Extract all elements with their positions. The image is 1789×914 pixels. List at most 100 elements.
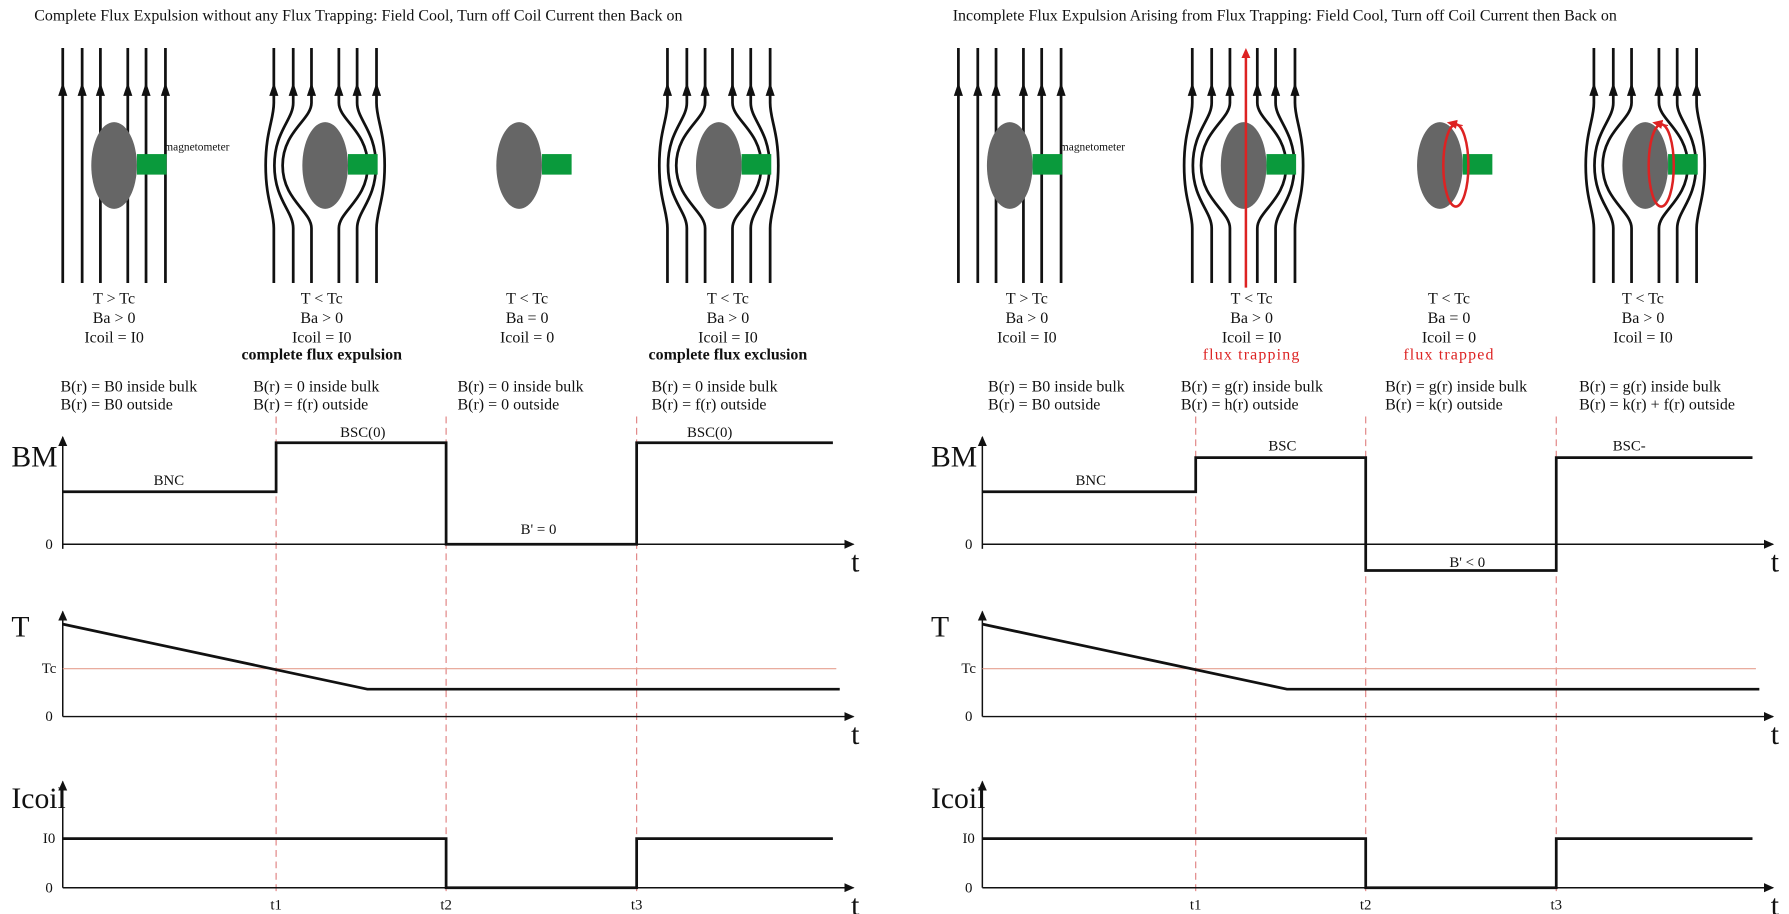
state-condition: Icoil = 0 bbox=[500, 329, 554, 346]
magnetometer bbox=[541, 154, 572, 175]
state-condition: T < Tc bbox=[1622, 291, 1664, 308]
state-condition: Ba > 0 bbox=[707, 310, 750, 327]
field-description: B(r) = h(r) outside bbox=[1181, 397, 1299, 414]
axis-label: T bbox=[931, 612, 949, 644]
field-line bbox=[666, 47, 689, 284]
magnetometer bbox=[1032, 154, 1063, 175]
field-arrow bbox=[682, 82, 692, 96]
field-line bbox=[674, 47, 707, 284]
origin-label: 0 bbox=[45, 880, 52, 896]
time-label: t3 bbox=[1550, 897, 1562, 913]
state-condition: T < Tc bbox=[707, 291, 749, 308]
field-arrow bbox=[95, 82, 105, 96]
field-arrow bbox=[1589, 82, 1599, 96]
field-arrow bbox=[141, 82, 151, 96]
field-description: B(r) = f(r) outside bbox=[651, 397, 766, 414]
magnetometer-label: magnetometer bbox=[1060, 142, 1125, 154]
field-arrow bbox=[1654, 82, 1664, 96]
bm-curve bbox=[982, 456, 1753, 572]
field-arrow bbox=[1692, 82, 1702, 96]
magnetometer bbox=[347, 154, 378, 175]
field-arrow bbox=[1290, 82, 1300, 96]
magnetometer bbox=[1462, 154, 1493, 175]
bm-label: B' = 0 bbox=[521, 522, 557, 538]
i0-label: I0 bbox=[43, 831, 55, 847]
state-caption: complete flux expulsion bbox=[241, 346, 402, 363]
time-label: t1 bbox=[270, 897, 282, 913]
superconductor bbox=[986, 122, 1033, 209]
magnetometer-label: magnetometer bbox=[164, 142, 229, 154]
field-description: B(r) = B0 inside bulk bbox=[988, 378, 1125, 395]
bm-label: BSC(0) bbox=[340, 425, 385, 441]
state-condition: Ba > 0 bbox=[1005, 310, 1048, 327]
superconductor bbox=[695, 122, 742, 209]
bm-label: B' < 0 bbox=[1449, 555, 1485, 571]
field-line bbox=[264, 47, 276, 284]
field-line bbox=[1593, 47, 1615, 284]
field-line bbox=[273, 47, 295, 284]
field-arrow bbox=[991, 82, 1001, 96]
bm-label: BNC bbox=[1075, 473, 1106, 489]
state-condition: T > Tc bbox=[1006, 291, 1048, 308]
field-line bbox=[1584, 47, 1596, 284]
axis-label: Icoil bbox=[11, 783, 65, 815]
i-curve bbox=[62, 837, 833, 890]
field-arrow bbox=[160, 82, 171, 96]
superconductor bbox=[496, 122, 542, 209]
field-arrow bbox=[1608, 82, 1618, 96]
field-description: B(r) = g(r) inside bulk bbox=[1579, 378, 1721, 395]
magnetometer bbox=[741, 154, 772, 175]
field-arrow bbox=[1271, 82, 1281, 96]
superconductor bbox=[1220, 122, 1267, 209]
field-arrow bbox=[1252, 82, 1262, 96]
axis-label: T bbox=[11, 612, 29, 644]
field-arrow bbox=[746, 82, 756, 96]
time-label: t2 bbox=[440, 897, 452, 913]
field-description: B(r) = f(r) outside bbox=[253, 397, 368, 414]
field-arrow bbox=[1056, 82, 1066, 96]
t-label: t bbox=[1771, 719, 1780, 751]
t-label: t bbox=[851, 547, 860, 579]
field-arrow bbox=[77, 82, 87, 96]
field-arrow bbox=[700, 82, 710, 96]
axis-label: BM bbox=[931, 442, 977, 474]
field-arrow bbox=[1207, 82, 1217, 96]
state-condition: T < Tc bbox=[301, 291, 343, 308]
field-arrow bbox=[371, 82, 382, 96]
field-description: B(r) = g(r) inside bulk bbox=[1181, 378, 1323, 395]
field-arrow bbox=[306, 82, 317, 96]
field-arrow bbox=[953, 82, 963, 96]
state-condition: Icoil = I0 bbox=[997, 329, 1057, 346]
magnetometer bbox=[1266, 154, 1297, 175]
panel-title: Complete Flux Expulsion without any Flux… bbox=[34, 8, 682, 25]
field-description: B(r) = 0 outside bbox=[458, 397, 560, 414]
magnetometer bbox=[1668, 154, 1698, 175]
origin-label: 0 bbox=[45, 709, 52, 725]
flux-loop-arrow bbox=[1446, 119, 1463, 129]
time-label: t3 bbox=[631, 897, 643, 913]
field-line bbox=[1199, 47, 1232, 284]
origin-label: 0 bbox=[965, 709, 972, 725]
superconductor bbox=[1622, 122, 1669, 209]
superconductor bbox=[302, 122, 348, 209]
field-arrow bbox=[1225, 82, 1235, 96]
field-description: B(r) = 0 inside bulk bbox=[458, 378, 584, 395]
state-condition: Icoil = I0 bbox=[292, 329, 352, 346]
i-curve bbox=[982, 837, 1753, 890]
bm-label: BSC bbox=[1268, 439, 1296, 455]
field-arrow bbox=[288, 82, 298, 96]
field-line bbox=[657, 47, 669, 284]
field-line bbox=[375, 47, 387, 284]
superconductor bbox=[91, 122, 137, 209]
axis-label: BM bbox=[11, 442, 57, 474]
t-curve bbox=[62, 622, 840, 691]
state-condition: T < Tc bbox=[1231, 291, 1273, 308]
field-arrow bbox=[58, 82, 68, 96]
state-condition: Icoil = I0 bbox=[84, 329, 144, 346]
time-label: t2 bbox=[1360, 897, 1372, 913]
field-description: B(r) = 0 inside bulk bbox=[651, 378, 777, 395]
magnetometer bbox=[136, 154, 167, 175]
flux-loop-arrow bbox=[1652, 119, 1669, 129]
